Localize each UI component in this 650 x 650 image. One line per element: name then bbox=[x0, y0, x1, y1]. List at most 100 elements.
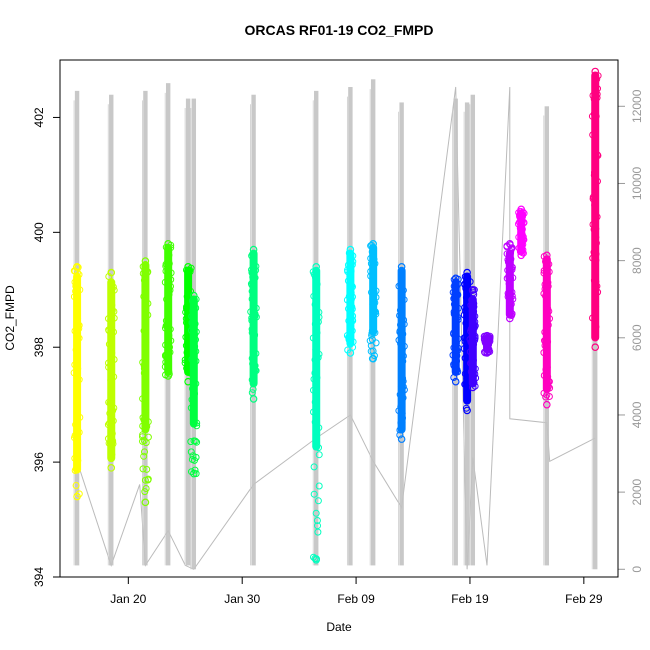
data-point-RF06-28 bbox=[191, 456, 198, 464]
data-point-RF11-20 bbox=[398, 388, 406, 396]
data-point-RF08-33 bbox=[312, 509, 320, 517]
data-point-RF19-34 bbox=[589, 131, 597, 139]
data-point-RF16-39 bbox=[505, 274, 513, 282]
data-point-RF06-31 bbox=[192, 304, 200, 312]
data-point-RF18-21 bbox=[545, 307, 553, 315]
data-point-RF14-35 bbox=[466, 348, 474, 356]
data-point-RF06-24 bbox=[192, 357, 200, 365]
data-point-RF03-13 bbox=[141, 488, 149, 496]
data-point-RF14-20 bbox=[469, 341, 477, 349]
data-point-RF17-37 bbox=[519, 233, 527, 241]
data-point-RF11-23 bbox=[399, 377, 407, 385]
y2-tick-label-1: 2000 bbox=[630, 478, 644, 505]
y2-tick-label-4: 8000 bbox=[630, 247, 644, 274]
data-point-RF08-18 bbox=[315, 451, 323, 459]
data-point-RF18-38 bbox=[544, 373, 552, 381]
data-point-RF09-32 bbox=[347, 289, 355, 297]
data-point-RF07-28 bbox=[249, 291, 257, 299]
data-point-RF01-21 bbox=[70, 293, 78, 301]
data-point-RF19-7 bbox=[591, 169, 598, 177]
data-point-RF10-26 bbox=[372, 287, 380, 295]
series-RF19 bbox=[588, 67, 602, 352]
data-point-RF02-24 bbox=[107, 452, 115, 460]
y-tick-label-0: 394 bbox=[32, 567, 46, 587]
data-point-RF11-38 bbox=[400, 386, 408, 394]
data-point-RF18-12 bbox=[543, 382, 551, 390]
data-point-RF18-30 bbox=[542, 329, 550, 337]
data-point-RF19-38 bbox=[592, 256, 600, 264]
data-point-RF01-11 bbox=[71, 467, 79, 474]
data-point-RF03-31 bbox=[142, 485, 150, 492]
data-point-RF09-36 bbox=[345, 317, 353, 325]
data-point-RF18-23 bbox=[543, 268, 551, 275]
y2-tick-label-2: 4000 bbox=[630, 401, 644, 428]
data-point-RF11-5 bbox=[400, 296, 408, 304]
data-point-RF06-30 bbox=[187, 404, 195, 412]
data-point-RF19-26 bbox=[590, 171, 598, 179]
data-point-RF11-10 bbox=[399, 286, 407, 294]
data-point-RF19-8 bbox=[589, 314, 596, 322]
data-point-RF06-29 bbox=[191, 437, 199, 445]
data-point-RF08-26 bbox=[311, 320, 319, 328]
data-point-RF11-39 bbox=[400, 316, 408, 324]
data-point-RF13-7 bbox=[461, 303, 469, 311]
data-point-RF07-30 bbox=[248, 376, 256, 384]
data-point-RF19-32 bbox=[589, 221, 597, 228]
data-point-RF19-19 bbox=[590, 248, 598, 256]
data-point-RF06-13 bbox=[191, 390, 198, 398]
data-point-RF04-32 bbox=[164, 352, 171, 360]
data-point-RF07-33 bbox=[248, 295, 256, 303]
data-point-RF03-30 bbox=[141, 476, 149, 484]
data-point-RF01-35 bbox=[74, 366, 81, 374]
altitude-layer bbox=[73, 79, 598, 570]
data-point-RF07-39 bbox=[250, 303, 258, 311]
data-point-min-RF19 bbox=[591, 343, 600, 352]
data-point-RF12-39 bbox=[450, 330, 458, 338]
series-RF10 bbox=[366, 240, 380, 363]
data-point-RF12-32 bbox=[450, 374, 458, 381]
data-point-RF09-35 bbox=[345, 336, 353, 344]
data-point-RF06-36 bbox=[191, 331, 199, 338]
data-point-RF18-35 bbox=[545, 378, 553, 386]
data-point-min-RF01 bbox=[73, 492, 81, 501]
data-point-RF06-19 bbox=[190, 398, 198, 406]
data-point-min-RF17 bbox=[517, 251, 526, 260]
data-point-RF03-25 bbox=[139, 270, 147, 277]
data-point-RF17-18 bbox=[518, 245, 526, 252]
data-point-RF08-13 bbox=[312, 346, 320, 353]
data-point-RF18-19 bbox=[540, 372, 548, 379]
data-point-RF01-23 bbox=[71, 434, 78, 442]
data-point-min-RF04 bbox=[164, 372, 172, 380]
data-point-RF19-24 bbox=[590, 277, 598, 285]
data-point-RF12-33 bbox=[452, 366, 459, 374]
data-point-RF09-39 bbox=[345, 333, 353, 341]
data-point-RF02-13 bbox=[110, 286, 118, 294]
data-point-min-RF18 bbox=[543, 400, 551, 409]
data-point-RF07-26 bbox=[250, 259, 258, 267]
data-point-RF13-19 bbox=[460, 345, 468, 353]
data-point-RF17-39 bbox=[519, 237, 526, 245]
series-band-RF19 bbox=[591, 71, 600, 342]
data-point-RF14-24 bbox=[470, 308, 478, 316]
data-point-RF16-27 bbox=[504, 256, 512, 264]
data-point-RF07-8 bbox=[249, 270, 257, 278]
data-point-max-RF05 bbox=[184, 262, 192, 271]
data-point-max-RF10 bbox=[369, 240, 377, 248]
data-point-RF12-26 bbox=[452, 339, 460, 347]
x-axis: Jan 20 Jan 30 Feb 09 Feb 19 Feb 29 bbox=[110, 577, 603, 606]
y2-tick-label-6: 12000 bbox=[630, 89, 644, 123]
data-point-RF03-34 bbox=[144, 418, 152, 426]
x-tick-label-3: Feb 19 bbox=[451, 592, 489, 606]
data-point-RF19-15 bbox=[594, 85, 601, 93]
data-point-max-RF07 bbox=[249, 245, 258, 254]
data-point-RF06-14 bbox=[190, 334, 198, 342]
data-point-RF02-37 bbox=[105, 340, 113, 348]
data-point-RF01-33 bbox=[75, 325, 83, 332]
data-point-RF18-29 bbox=[544, 282, 552, 290]
data-point-RF19-33 bbox=[589, 193, 597, 201]
data-point-RF19-31 bbox=[592, 239, 600, 247]
data-point-RF04-39 bbox=[165, 332, 173, 340]
data-point-RF16-36 bbox=[509, 274, 517, 282]
data-point-RF18-28 bbox=[544, 321, 552, 329]
